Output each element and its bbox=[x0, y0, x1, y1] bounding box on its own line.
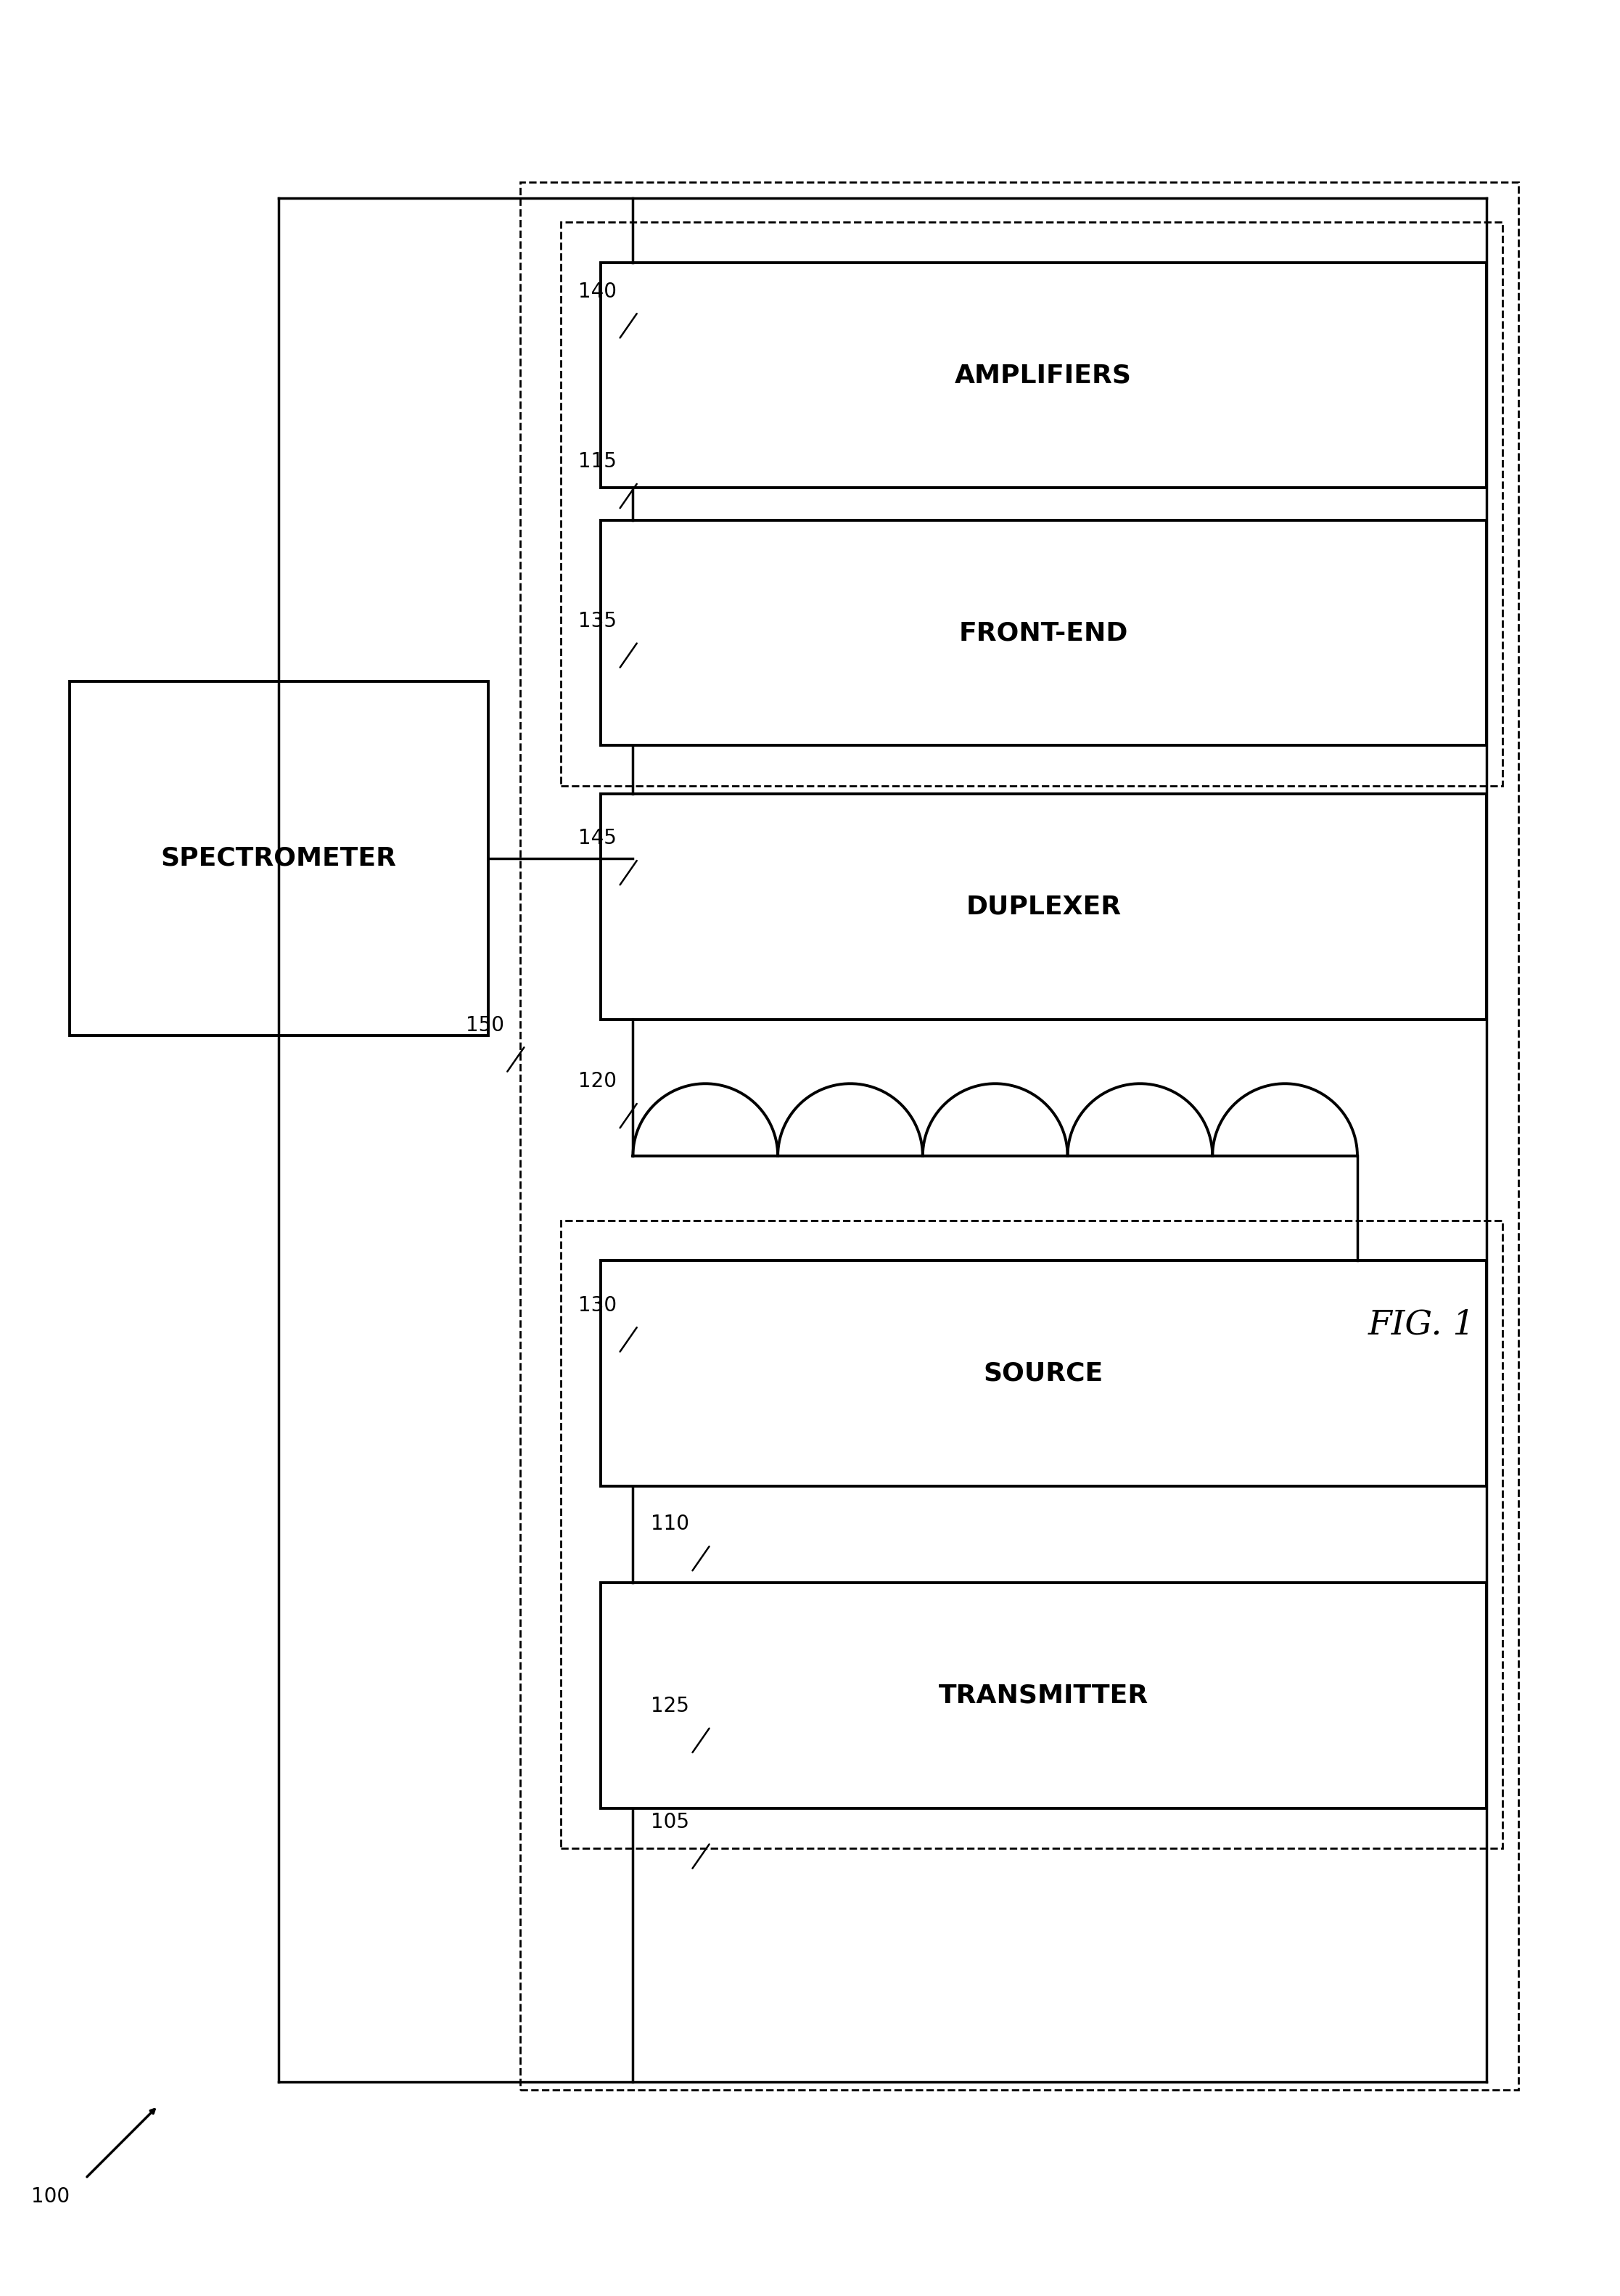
Text: 130: 130 bbox=[578, 1295, 617, 1316]
Text: 115: 115 bbox=[578, 452, 617, 473]
Bar bbox=[601, 794, 1486, 1019]
Bar bbox=[70, 682, 488, 1035]
Text: 140: 140 bbox=[578, 280, 617, 301]
Text: SOURCE: SOURCE bbox=[983, 1362, 1103, 1387]
Text: 145: 145 bbox=[578, 829, 617, 850]
Text: TRANSMITTER: TRANSMITTER bbox=[938, 1683, 1149, 1708]
Text: AMPLIFIERS: AMPLIFIERS bbox=[954, 363, 1132, 388]
Bar bbox=[601, 1582, 1486, 1807]
Text: 105: 105 bbox=[651, 1812, 688, 1832]
Text: 135: 135 bbox=[578, 611, 617, 631]
Text: 125: 125 bbox=[651, 1697, 688, 1717]
Text: 110: 110 bbox=[651, 1513, 688, 1534]
Text: DUPLEXER: DUPLEXER bbox=[966, 893, 1121, 918]
Text: FRONT-END: FRONT-END bbox=[959, 620, 1128, 645]
Bar bbox=[561, 223, 1502, 785]
Bar bbox=[561, 1221, 1502, 1848]
Bar bbox=[601, 262, 1486, 489]
Text: 150: 150 bbox=[465, 1015, 504, 1035]
Text: SPECTROMETER: SPECTROMETER bbox=[160, 845, 397, 870]
Text: FIG. 1: FIG. 1 bbox=[1369, 1309, 1476, 1341]
Text: 120: 120 bbox=[578, 1072, 617, 1091]
Bar bbox=[520, 181, 1518, 2089]
Text: 100: 100 bbox=[31, 2186, 70, 2206]
Bar bbox=[601, 1261, 1486, 1486]
Bar bbox=[601, 521, 1486, 746]
